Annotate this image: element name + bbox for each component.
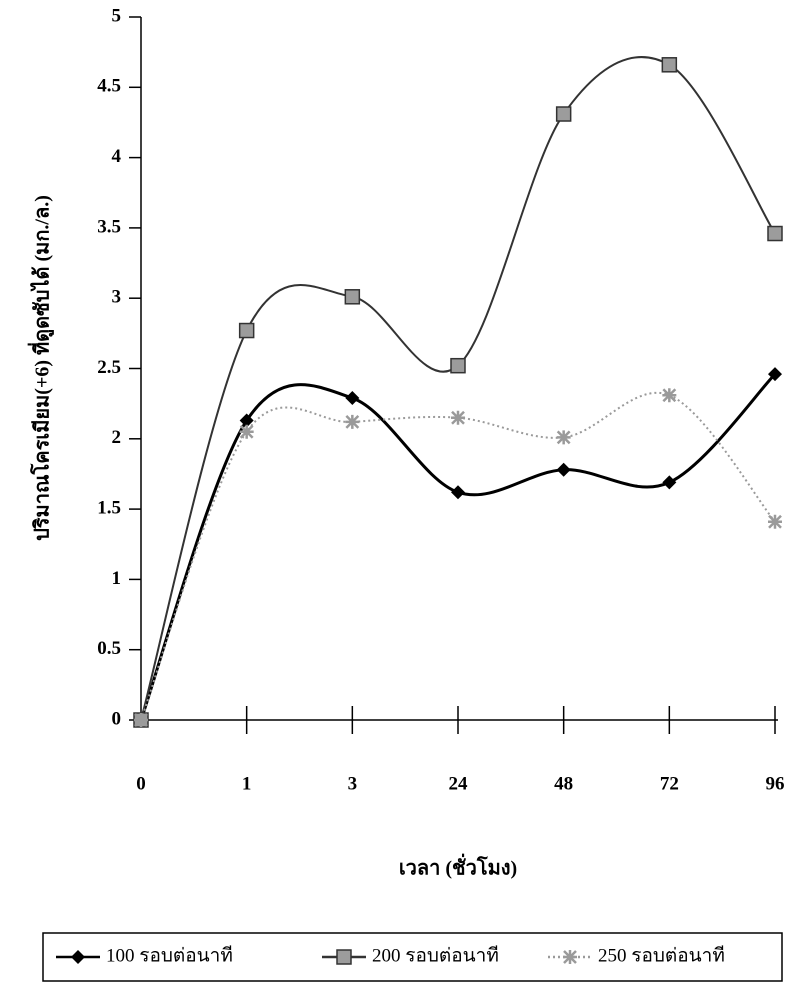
marker <box>767 225 783 242</box>
marker <box>555 106 572 122</box>
legend-marker <box>563 950 577 964</box>
marker <box>238 322 255 339</box>
marker <box>134 713 148 727</box>
marker <box>345 414 360 429</box>
marker <box>768 367 782 382</box>
y-tick-label: 4.5 <box>97 76 121 97</box>
legend-item: 200 รอบต่อนาที <box>322 944 499 966</box>
x-tick-label: 96 <box>766 773 785 794</box>
x-tick-label: 24 <box>449 773 469 794</box>
marker <box>662 388 677 403</box>
series-line <box>140 56 776 721</box>
legend-label: 250 รอบต่อนาที <box>598 944 725 966</box>
legend-item: 250 รอบต่อนาที <box>548 944 725 966</box>
marker <box>344 289 361 305</box>
marker <box>239 413 254 428</box>
legend-marker <box>71 950 85 964</box>
marker <box>451 485 465 500</box>
y-tick-label: 2.5 <box>97 357 121 378</box>
marker <box>450 357 466 374</box>
legend-item: 100 รอบต่อนาที <box>56 944 233 966</box>
x-tick-label: 72 <box>660 773 679 794</box>
legend-box <box>42 932 783 982</box>
y-tick-label: 3.5 <box>97 216 121 237</box>
y-tick-label: 1.5 <box>97 497 121 518</box>
y-tick-label: 4 <box>112 146 122 167</box>
y-tick-label: 0.5 <box>97 638 121 659</box>
marker <box>556 462 571 477</box>
marker <box>556 430 571 445</box>
marker <box>662 475 677 490</box>
marker <box>451 410 465 425</box>
y-tick-label: 0 <box>112 708 122 729</box>
x-tick-label: 0 <box>136 773 146 794</box>
marker <box>345 391 360 406</box>
legend-label: 200 รอบต่อนาที <box>372 944 499 966</box>
y-axis-label: ปริมาณโครเมียม(+6) ที่ดูดซับได้ (มก./ล.) <box>27 195 56 541</box>
marker <box>768 514 782 529</box>
x-tick-label: 3 <box>348 773 358 794</box>
y-tick-label: 3 <box>112 287 122 308</box>
x-tick-label: 48 <box>554 773 573 794</box>
legend-marker <box>336 949 352 965</box>
y-tick-label: 1 <box>112 568 122 589</box>
marker <box>239 424 254 439</box>
y-tick-label: 2 <box>112 427 122 448</box>
x-axis-label: เวลา (ชั่วโมง) <box>399 853 517 880</box>
legend-label: 100 รอบต่อนาที <box>106 944 233 966</box>
marker <box>661 57 678 73</box>
x-tick-label: 1 <box>242 773 252 794</box>
y-tick-label: 5 <box>112 5 122 26</box>
series-line <box>139 373 777 721</box>
